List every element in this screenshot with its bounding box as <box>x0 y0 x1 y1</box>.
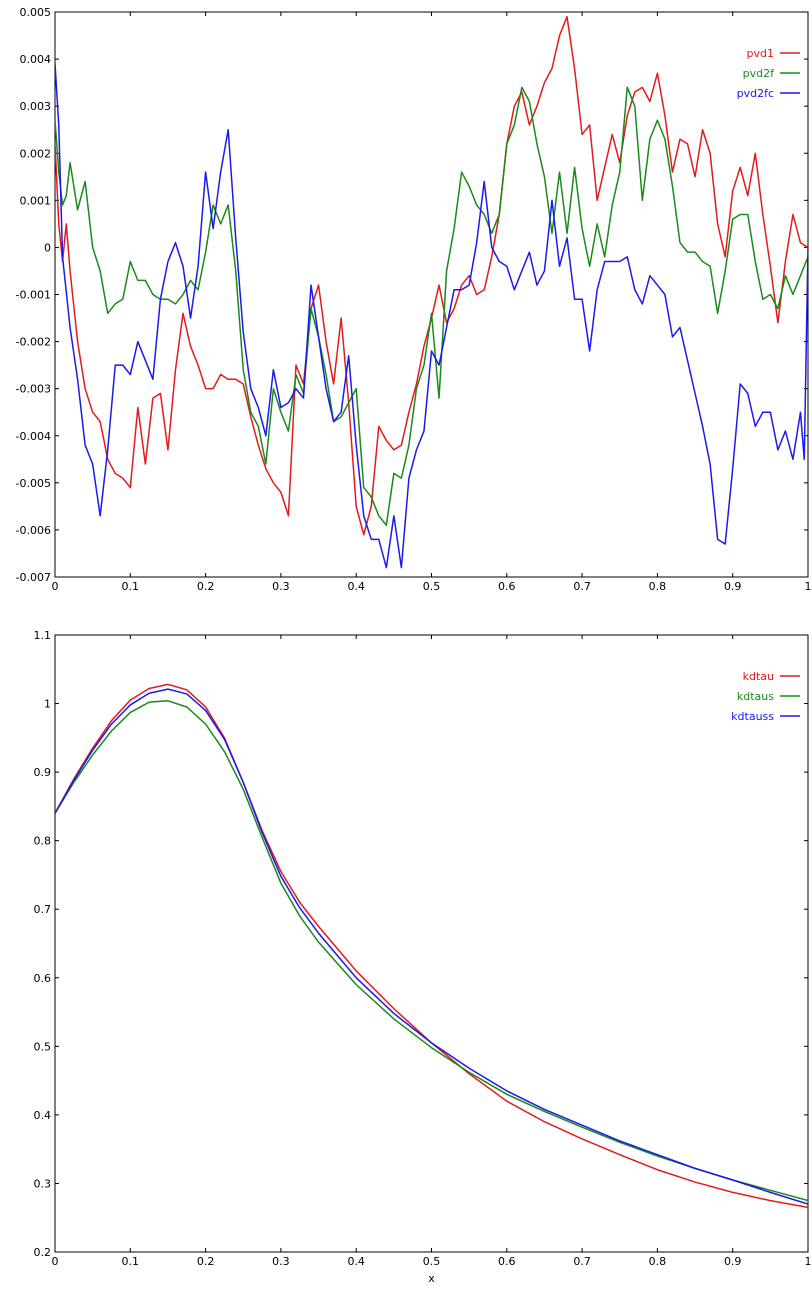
series-line-pvd1 <box>55 15 808 536</box>
y-tick-label: 0.001 <box>20 194 52 207</box>
legend-label-pvd2f: pvd2f <box>743 67 775 80</box>
y-tick-label: 0.5 <box>34 1040 52 1053</box>
x-tick-label: 0.4 <box>347 580 365 593</box>
y-tick-label: 0.005 <box>20 6 52 19</box>
y-tick-label: 1.1 <box>34 629 52 642</box>
y-tick-label: 1 <box>44 698 51 711</box>
y-tick-label: 0.3 <box>34 1177 52 1190</box>
legend-label-pvd1: pvd1 <box>747 47 774 60</box>
series-line-kdtauss <box>55 688 808 1205</box>
y-tick-label: -0.006 <box>16 524 51 537</box>
legend-label-kdtau: kdtau <box>743 670 774 683</box>
legend-label-kdtauss: kdtauss <box>731 710 774 723</box>
legend-label-kdtaus: kdtaus <box>737 690 774 703</box>
y-tick-label: 0.7 <box>34 903 52 916</box>
y-tick-label: 0.003 <box>20 100 52 113</box>
x-axis-title: x <box>428 1272 435 1285</box>
x-tick-label: 1 <box>805 580 812 593</box>
x-tick-label: 0.8 <box>649 1255 667 1268</box>
x-tick-label: 0.7 <box>573 580 591 593</box>
y-tick-label: 0.002 <box>20 147 52 160</box>
y-tick-label: -0.003 <box>16 383 51 396</box>
y-tick-label: -0.007 <box>16 571 51 584</box>
y-tick-label: 0.6 <box>34 972 52 985</box>
legend-label-pvd2fc: pvd2fc <box>737 87 774 100</box>
series-line-kdtaus <box>55 700 808 1202</box>
x-tick-label: 0.3 <box>272 1255 290 1268</box>
y-tick-label: 0.4 <box>34 1109 52 1122</box>
x-tick-label: 0.6 <box>498 1255 516 1268</box>
y-tick-label: 0.2 <box>34 1246 52 1259</box>
x-tick-label: 0.5 <box>423 580 441 593</box>
chart-pvd: 0 0.1 0.2 0.3 0.4 0.5 0.6 0.7 0.8 0.9 1 -0.007 -0.00… <box>16 6 812 593</box>
x-tick-label: 0.6 <box>498 580 516 593</box>
y-tick-label: 0 <box>44 241 51 254</box>
series-line-pvd2f <box>55 86 808 526</box>
x-tick-label: 0 <box>52 1255 59 1268</box>
y-tick-label: -0.004 <box>16 430 51 443</box>
x-tick-label: 0.9 <box>724 1255 742 1268</box>
x-tick-label: 0.1 <box>122 1255 140 1268</box>
y-tick-label: -0.001 <box>16 289 51 302</box>
x-tick-label: 0.2 <box>197 580 215 593</box>
x-tick-label: 0 <box>52 580 59 593</box>
x-tick-label: 0.7 <box>573 1255 591 1268</box>
y-tick-label: 0.8 <box>34 835 52 848</box>
y-tick-label: 0.004 <box>20 53 52 66</box>
x-tick-label: 0.8 <box>649 580 667 593</box>
y-tick-label: -0.005 <box>16 477 51 490</box>
series-line-pvd2fc <box>55 63 808 569</box>
x-tick-label: 0.9 <box>724 580 742 593</box>
y-tick-label: 0.9 <box>34 766 52 779</box>
x-tick-label: 0.3 <box>272 580 290 593</box>
y-tick-label: -0.002 <box>16 336 51 349</box>
chart-kdtau: 0 0.1 0.2 0.3 0.4 0.5 0.6 0.7 0.8 0.9 1 0.2 0.3 0.4 0.… <box>34 629 812 1285</box>
x-tick-label: 0.4 <box>347 1255 365 1268</box>
x-tick-label: 0.5 <box>423 1255 441 1268</box>
x-tick-label: 1 <box>805 1255 812 1268</box>
series-line-kdtau <box>55 683 808 1209</box>
x-tick-label: 0.1 <box>122 580 140 593</box>
x-tick-label: 0.2 <box>197 1255 215 1268</box>
